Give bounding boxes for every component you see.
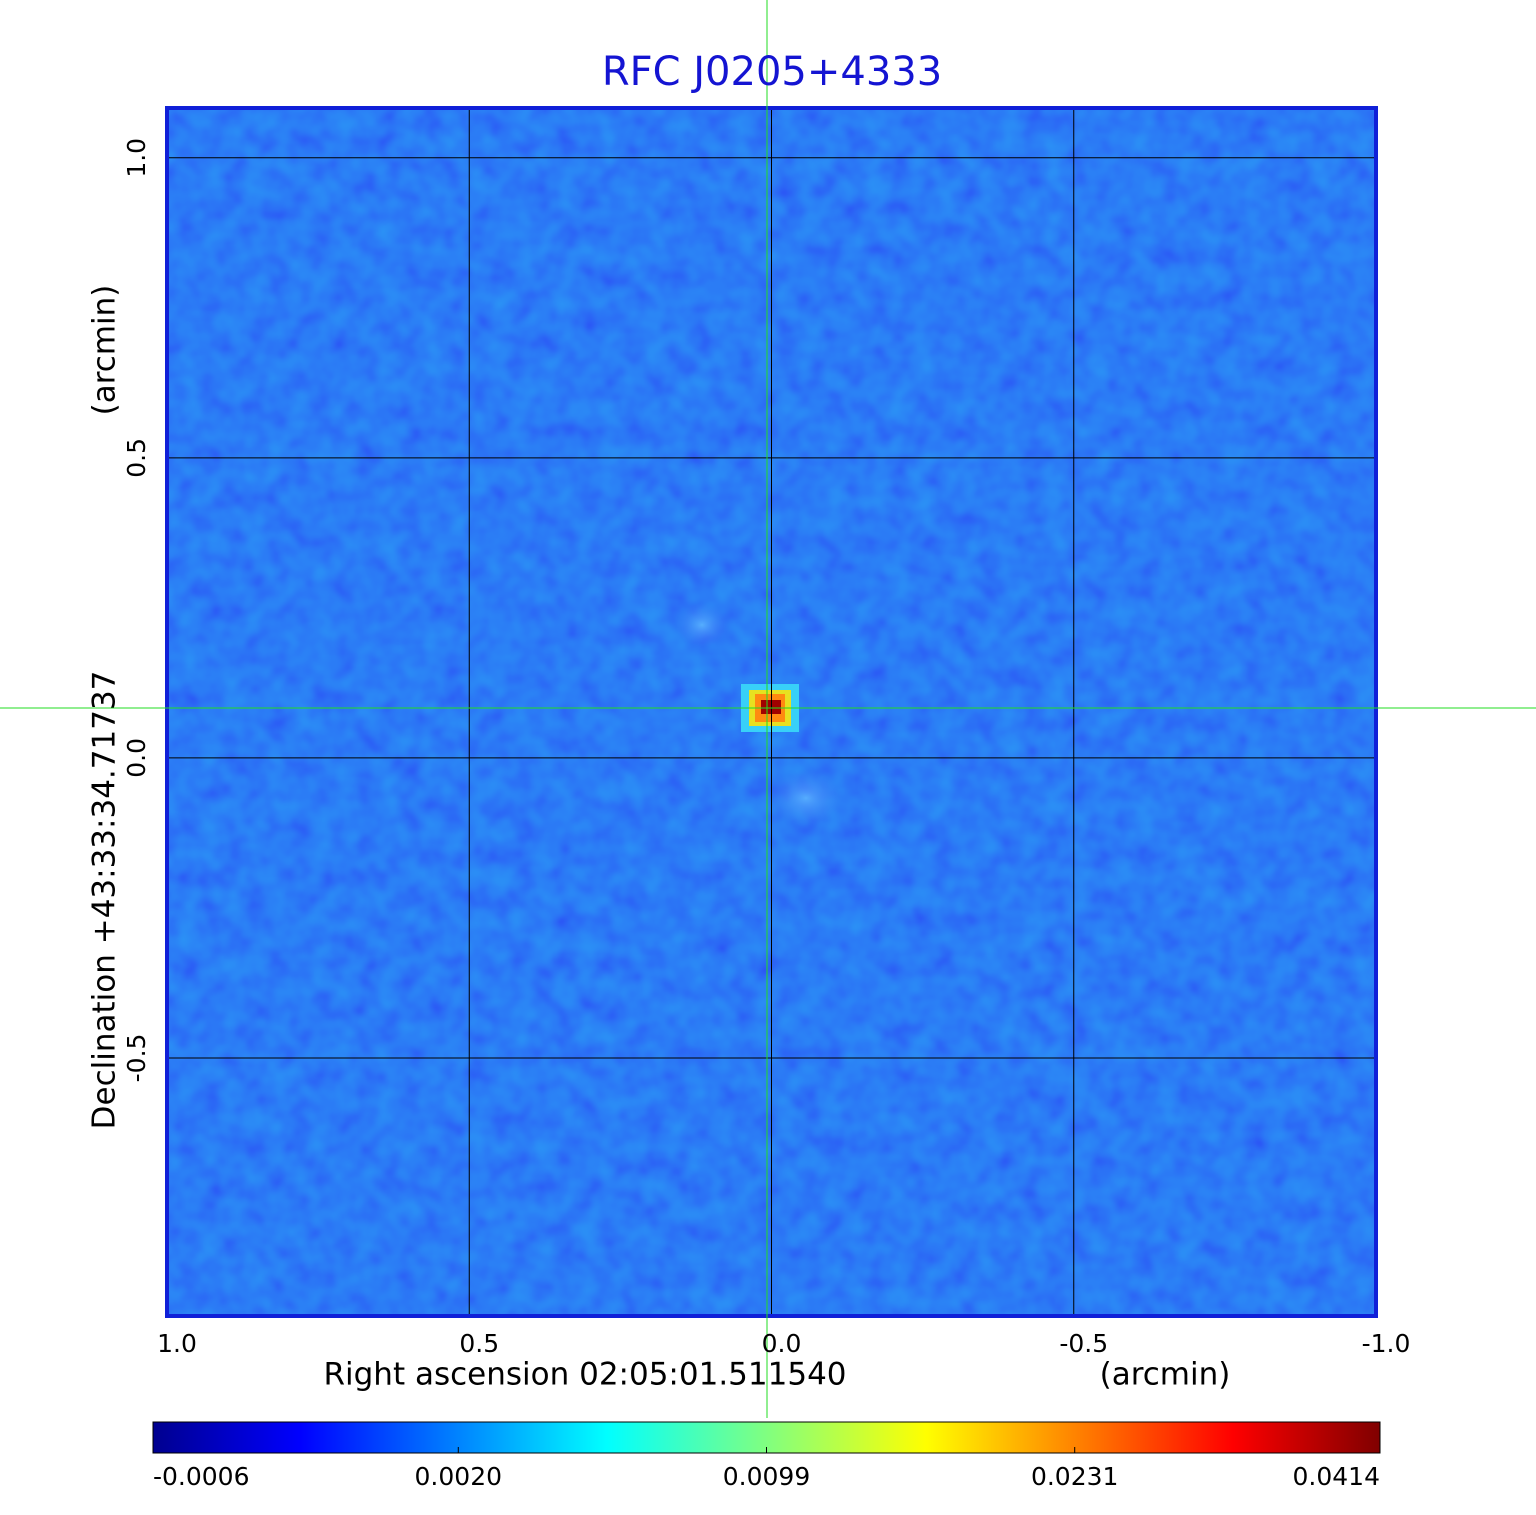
- faint-component: [770, 770, 842, 826]
- y-tick-label: 0.5: [122, 438, 151, 478]
- x-axis-label: Right ascension 02:05:01.511540: [323, 1357, 846, 1393]
- y-tick-label: 0.0: [122, 738, 151, 778]
- y-axis-unit: (arcmin): [87, 285, 123, 416]
- x-tick-label: 1.0: [157, 1329, 197, 1358]
- colorbar-tick-label: 0.0414: [1293, 1462, 1380, 1491]
- colorbar-tick-label: -0.0006: [153, 1462, 250, 1491]
- y-tick-label: 1.0: [122, 138, 151, 178]
- colorbar-tick-label: 0.0099: [723, 1462, 810, 1491]
- x-tick-label: -0.5: [1059, 1329, 1108, 1358]
- chart-title: RFC J0205+4333: [602, 49, 942, 95]
- x-tick-label: -1.0: [1362, 1329, 1411, 1358]
- colorbar-tick-label: 0.0020: [415, 1462, 502, 1491]
- y-tick-label: -0.5: [122, 1034, 151, 1083]
- y-axis-label: Declination +43:33:34.71737: [87, 671, 123, 1130]
- x-axis-unit: (arcmin): [1100, 1357, 1231, 1393]
- x-tick-label: 0.0: [762, 1329, 802, 1358]
- plot-frame: [165, 106, 1378, 1318]
- colorbar-tick-label: 0.0231: [1031, 1462, 1118, 1491]
- faint-component: [676, 603, 728, 647]
- x-tick-label: 0.5: [459, 1329, 499, 1358]
